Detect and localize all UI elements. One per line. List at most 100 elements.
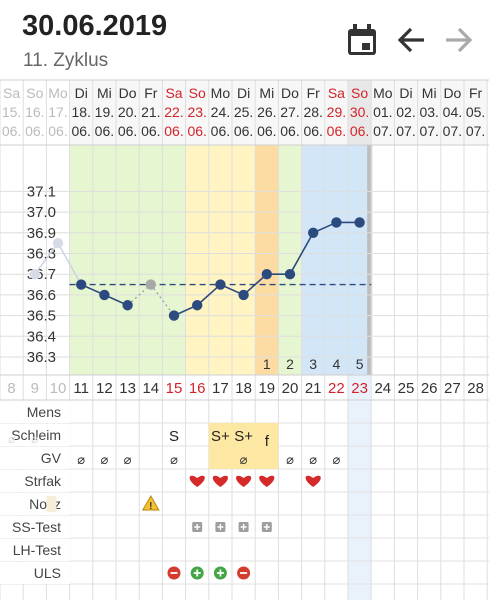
day-header-cell[interactable] [324,80,348,145]
day-label: 16. [25,104,44,120]
temperature-point[interactable] [76,279,87,290]
phase-band [255,145,279,375]
day-header-cell[interactable] [255,80,279,145]
y-tick-label: 36.8 [27,246,56,263]
day-header-cell[interactable] [162,80,186,145]
temperature-point[interactable] [215,279,226,290]
day-header-cell[interactable] [185,80,209,145]
temperature-point[interactable] [284,269,296,280]
day-header-cell[interactable] [371,80,395,145]
temperature-point[interactable] [29,269,40,280]
row-label-bg [0,424,70,446]
month-label: 06. [257,123,276,139]
schleim-empty: ⌀ [240,453,248,468]
current-date: 30.06.2019 [22,10,168,42]
month-label: 06. [2,123,21,139]
cycle-day-number: 22 [328,380,345,397]
heart-icon[interactable] [212,475,228,487]
day-label: 15. [2,104,21,120]
cycle-day-number: 11 [73,380,89,397]
schleim-empty: ⌀ [332,453,340,468]
day-label: 28. [303,104,322,120]
heart-icon[interactable] [189,475,205,487]
day-label: 02. [396,104,415,120]
day-label: 24. [211,104,230,120]
cycle-day-number: 10 [50,380,67,397]
cycle-day-number: 18 [235,380,252,397]
temperature-point[interactable] [168,310,180,321]
month-label: 06. [164,123,183,139]
cycle-day-number: 20 [282,380,299,397]
temperature-point[interactable] [52,237,64,249]
cycle-day-number: 13 [119,380,136,397]
temperature-segment [57,242,82,285]
day-header-cell[interactable] [348,80,372,145]
day-header-cell[interactable] [92,80,116,145]
schleim-value[interactable]: S [169,428,179,445]
cycle-day-number: 19 [258,380,275,397]
temperature-point[interactable] [354,217,365,228]
day-header-cell[interactable] [417,80,441,145]
day-header-cell[interactable] [232,80,256,145]
high-phase-count: 5 [356,356,364,372]
temperature-point[interactable] [122,300,133,311]
row-label: GV [41,450,62,466]
cycle-day-number: 26 [421,380,438,397]
day-label: 23. [187,104,206,120]
schleim-empty: ⌀ [309,453,317,468]
month-label: 07. [466,123,485,139]
weekday-label: Mo [211,85,231,101]
schleim-value[interactable]: S+ [234,428,253,445]
schleim-value[interactable]: f [265,433,270,450]
temperature-point[interactable] [145,279,156,290]
y-tick-label: 36.3 [27,349,56,366]
day-header-cell[interactable] [301,80,325,145]
temperature-point[interactable] [308,227,319,238]
weekday-label: Di [237,85,250,101]
warning-icon[interactable] [141,494,160,511]
temperature-segment [289,232,314,275]
temperature-point[interactable] [331,217,342,228]
cycle-day-number: 27 [444,380,461,397]
strfak-marker [46,496,57,512]
day-header-cell[interactable] [69,80,93,145]
month-label: 07. [373,123,392,139]
month-label: 06. [48,123,67,139]
day-header-cell[interactable] [440,80,464,145]
weekday-label: Mo [373,85,393,101]
calendar-icon[interactable] [344,22,380,58]
temperature-segment [150,284,175,316]
heart-icon[interactable] [259,475,275,487]
lh-icon-mark [216,569,224,577]
y-tick-label: 36.6 [27,287,56,304]
day-label: 22. [164,104,183,120]
weekday-label: Mi [97,85,112,101]
weekday-label: Fr [144,85,158,101]
arrow-right-icon[interactable] [440,22,476,58]
temperature-point[interactable] [192,300,203,311]
schleim-value[interactable]: S+ [211,428,230,445]
day-header-cell[interactable] [464,80,488,145]
schleim-empty: ⌀ [77,453,85,468]
day-header-cell[interactable] [208,80,232,145]
phase-band [185,145,256,375]
weekday-label: Do [443,85,461,101]
today-divider [367,145,373,375]
day-header-cell[interactable] [139,80,163,145]
day-label: 04. [443,104,462,120]
day-label: 26. [257,104,276,120]
day-header-cell[interactable] [278,80,302,145]
temperature-point[interactable] [99,289,110,301]
cycle-day-number: 12 [96,380,113,397]
phase-band [278,145,302,375]
temperature-point[interactable] [238,289,249,301]
heart-icon[interactable] [305,475,321,487]
heart-icon[interactable] [236,475,252,487]
day-header-cell[interactable] [116,80,140,145]
month-label: 06. [350,123,369,139]
day-label: 29. [327,104,346,120]
arrow-left-icon[interactable] [394,22,430,58]
day-header-cell[interactable] [394,80,418,145]
temperature-point[interactable] [261,269,272,280]
